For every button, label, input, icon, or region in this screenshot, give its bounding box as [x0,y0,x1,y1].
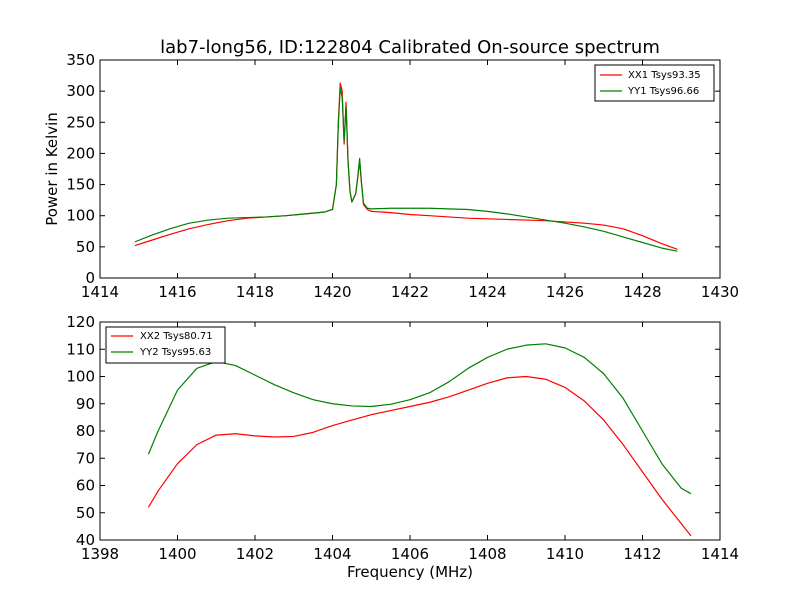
top-x-tick-label: 1416 [158,283,196,301]
top-plot-frame [99,59,721,279]
bottom-y-tick-label: 100 [66,368,95,386]
top-x-tick-label: 1424 [468,283,506,301]
top-y-tick-label: 50 [76,238,95,256]
bottom-x-tick-label: 1400 [158,545,196,563]
top-y-tick-label: 100 [66,207,95,225]
bottom-y-tick-label: 110 [66,340,95,358]
bottom-y-tick-label: 80 [76,422,95,440]
bottom-legend-box [105,326,226,364]
top-y-tick-label: 0 [85,269,95,287]
bottom-x-tick-label: 1410 [546,545,584,563]
top-x-tick-label: 1430 [701,283,739,301]
top-x-tick-label: 1426 [546,283,584,301]
top-legend-box [594,64,715,102]
bottom-x-tick-label: 1402 [236,545,274,563]
legend-label-xx1: XX1 Tsys93.35 [628,70,701,81]
legend-label-yy2: YY2 Tsys95.63 [139,347,211,358]
top-legend: XX1 Tsys93.35 YY1 Tsys96.66 [594,64,715,102]
chart-title: lab7-long56, ID:122804 Calibrated On-sou… [160,37,660,58]
bottom-x-tick-label: 1404 [313,545,351,563]
top-x-tick-label: 1414 [81,283,119,301]
legend-label-xx2: XX2 Tsys80.71 [140,331,213,342]
top-axis-ticks: 1414 1416 1418 1420 1422 1424 1426 1428 1430 0 50 1… [66,51,739,301]
bottom-y-tick-label: 70 [76,449,95,467]
top-y-axis-label: Power in Kelvin [43,112,61,226]
bottom-x-tick-label: 1414 [701,545,739,563]
bottom-x-tick-label: 1412 [623,545,661,563]
bottom-y-tick-label: 50 [76,504,95,522]
top-x-tick-label: 1422 [391,283,429,301]
top-x-tick-label: 1418 [236,283,274,301]
bottom-y-tick-label: 60 [76,477,95,495]
bottom-series-line-yy2 [147,343,692,495]
top-y-tick-label: 300 [66,82,95,100]
bottom-series-line-xx2 [147,375,692,537]
bottom-x-tick-label: 1406 [391,545,429,563]
bottom-plot-frame [99,321,721,541]
bottom-x-axis-label: Frequency (MHz) [347,563,473,581]
top-y-tick-label: 150 [66,176,95,194]
bottom-x-tick-label: 1398 [81,545,119,563]
top-y-tick-label: 250 [66,113,95,131]
bottom-y-tick-label: 90 [76,395,95,413]
top-y-tick-label: 200 [66,144,95,162]
bottom-x-tick-label: 1408 [468,545,506,563]
bottom-plot-area [147,343,692,537]
bottom-y-tick-label: 120 [66,313,95,331]
bottom-y-tick-label: 40 [76,531,95,549]
bottom-legend: XX2 Tsys80.71 YY2 Tsys95.63 [105,326,226,364]
top-series-line-yy1 [134,87,678,252]
top-y-tick-label: 350 [66,51,95,69]
top-plot-area [134,82,678,252]
top-x-tick-label: 1420 [313,283,351,301]
top-x-tick-label: 1428 [623,283,661,301]
legend-label-yy1: YY1 Tsys96.66 [627,86,699,97]
